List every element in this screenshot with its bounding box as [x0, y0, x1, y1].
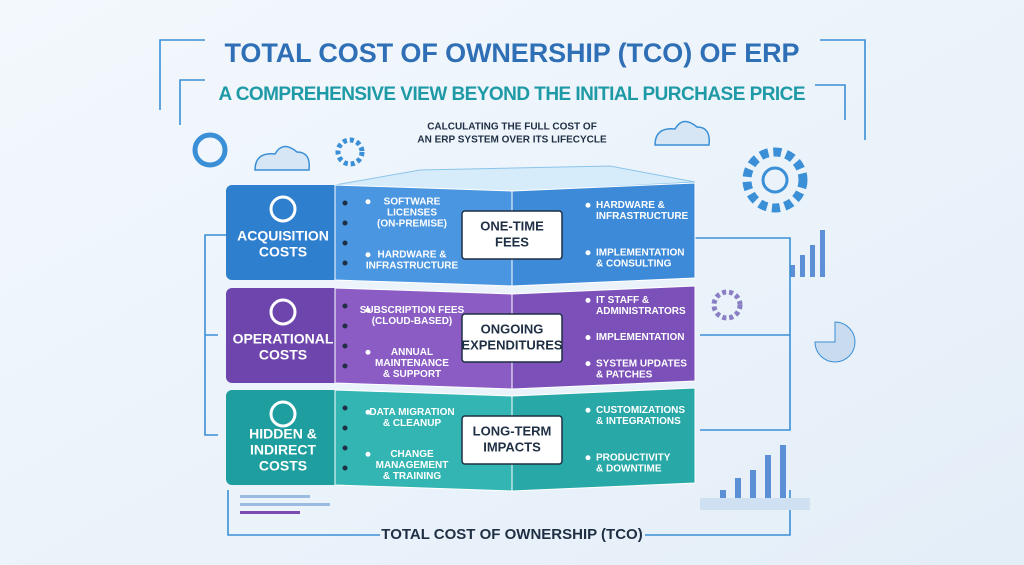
- cost-item: (ON-PREMISE): [377, 218, 447, 229]
- bullet: [585, 202, 591, 208]
- layer-label-box: [226, 185, 342, 280]
- caption: CALCULATING THE FULL COST OF: [427, 122, 597, 133]
- binder-dot: [342, 303, 348, 309]
- cost-item: & INTEGRATIONS: [596, 416, 681, 427]
- center-label: IMPACTS: [483, 439, 541, 454]
- layer-icon: [269, 400, 297, 428]
- cost-item: MAINTENANCE: [375, 358, 449, 369]
- center-label-box: [461, 313, 563, 363]
- cost-item: SYSTEM UPDATES: [596, 358, 687, 369]
- cost-item: IT STAFF &: [596, 295, 649, 306]
- gauge-icon: [192, 132, 228, 168]
- cost-item: CUSTOMIZATIONS: [596, 405, 685, 416]
- cost-item: CHANGE: [390, 449, 434, 460]
- binder-dot: [342, 363, 348, 369]
- cost-item: (CLOUD-BASED): [372, 316, 453, 327]
- cost-item: DATA MIGRATION: [369, 407, 454, 418]
- bullet: [365, 199, 371, 205]
- center-label: FEES: [495, 234, 529, 249]
- binder-dot: [342, 343, 348, 349]
- frame-line: [179, 79, 846, 125]
- binder-dot: [342, 323, 348, 329]
- layer-icon: [269, 195, 297, 223]
- layer-label-box: [226, 390, 342, 485]
- cost-item: HARDWARE &: [596, 200, 665, 211]
- cloud-icon: [254, 145, 310, 171]
- layer-name: HIDDEN &: [249, 426, 317, 442]
- center-label: ONGOING: [481, 321, 544, 336]
- cost-item: & TRAINING: [383, 471, 442, 482]
- bullet: [585, 297, 591, 303]
- connector: [695, 237, 791, 431]
- gear-icon: [711, 289, 743, 321]
- layer-name: ACQUISITION: [237, 228, 329, 244]
- layer-label-box: [226, 288, 342, 383]
- cost-item: ANNUAL: [391, 347, 433, 358]
- cost-item: LICENSES: [387, 207, 437, 218]
- cost-item: & DOWNTIME: [596, 463, 662, 474]
- center-label-box: [461, 415, 563, 465]
- cost-item: & PATCHES: [596, 369, 653, 380]
- base-plate: [700, 498, 810, 510]
- center-label: ONE-TIME: [480, 218, 544, 233]
- center-label: LONG-TERM: [473, 423, 552, 438]
- title: TOTAL COST OF OWNERSHIP (TCO) OF ERP: [225, 38, 800, 68]
- layer-name: COSTS: [259, 244, 307, 260]
- cost-item: INFRASTRUCTURE: [596, 211, 689, 222]
- cost-item: PRODUCTIVITY: [596, 452, 671, 463]
- bullet: [585, 361, 591, 367]
- frame-line: [159, 39, 866, 140]
- cost-item: SOFTWARE: [384, 196, 441, 207]
- cost-item: INFRASTRUCTURE: [366, 260, 459, 271]
- cost-item: MANAGEMENT: [376, 460, 449, 471]
- center-label-box: [461, 210, 563, 260]
- layer-name: COSTS: [259, 458, 307, 474]
- footer: TOTAL COST OF OWNERSHIP (TCO): [381, 526, 642, 543]
- layer-name: INDIRECT: [250, 442, 317, 458]
- layer-name: COSTS: [259, 347, 307, 363]
- gear-icon: [742, 147, 808, 213]
- center-label: EXPENDITURES: [461, 337, 562, 352]
- caption: AN ERP SYSTEM OVER ITS LIFECYCLE: [417, 135, 607, 146]
- binder-dot: [342, 445, 348, 451]
- layer-icon: [269, 298, 297, 326]
- cost-item: ADMINISTRATORS: [596, 306, 686, 317]
- gear-icon: [335, 137, 365, 167]
- cost-item: SUBSCRIPTION FEES: [360, 305, 465, 316]
- subtitle: A COMPREHENSIVE VIEW BEYOND THE INITIAL …: [219, 84, 806, 105]
- binder-dot: [342, 220, 348, 226]
- gear-icon: [761, 166, 789, 194]
- bullet: [365, 252, 371, 258]
- cost-item: & SUPPORT: [383, 369, 441, 380]
- bullet: [365, 451, 371, 457]
- cost-item: HARDWARE &: [378, 249, 447, 260]
- cost-item: IMPLEMENTATION: [596, 247, 685, 258]
- bullet: [585, 335, 591, 340]
- layer-name: OPERATIONAL: [233, 331, 334, 347]
- legend-lines: [240, 495, 330, 514]
- cost-item: IMPLEMENTATION: [596, 332, 685, 343]
- bullet: [365, 349, 371, 355]
- bullet: [365, 307, 371, 313]
- binder-dot: [342, 260, 348, 266]
- binder-dot: [342, 405, 348, 411]
- binder-dot: [342, 240, 348, 246]
- binder-dot: [342, 200, 348, 206]
- cost-item: & CLEANUP: [383, 418, 442, 429]
- cloud-icon: [654, 120, 710, 146]
- bullet: [585, 455, 591, 461]
- cost-item: & CONSULTING: [596, 258, 672, 269]
- binder-dot: [342, 465, 348, 471]
- binder-dot: [342, 425, 348, 431]
- pie-icon: [814, 321, 856, 363]
- bullet: [585, 407, 591, 413]
- connector: [204, 234, 228, 436]
- bullet: [365, 409, 371, 415]
- bullet: [585, 250, 591, 256]
